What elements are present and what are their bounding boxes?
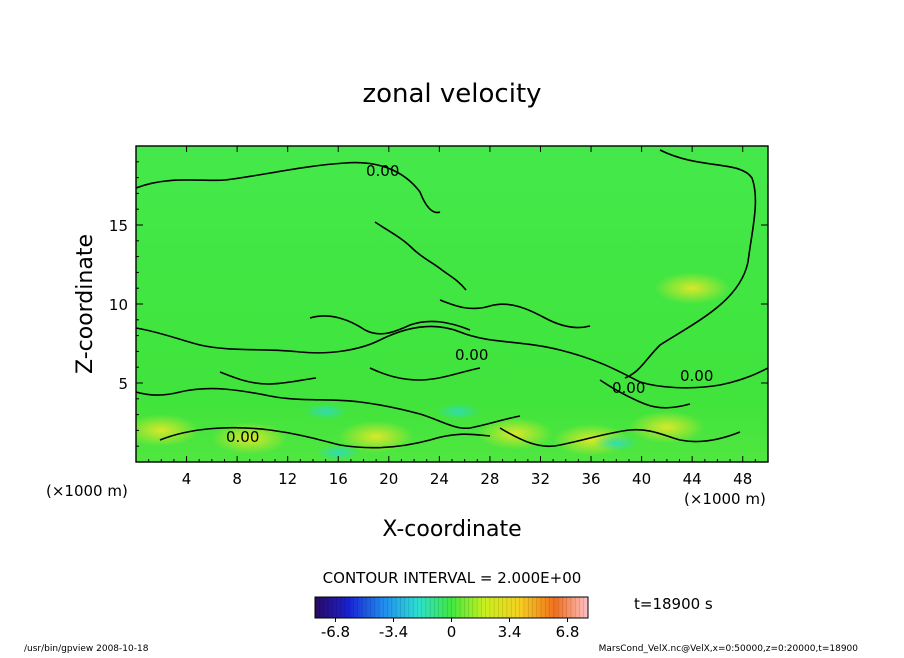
x-tick-label: 4 xyxy=(182,470,192,488)
y-tick-label: 15 xyxy=(109,217,128,235)
colorbar-tick-label: -6.8 xyxy=(321,623,350,641)
contour-lines xyxy=(136,149,768,449)
negative-patch xyxy=(594,435,639,452)
y-tick-label: 10 xyxy=(109,296,128,314)
colorbar-tick-label: -3.4 xyxy=(379,623,408,641)
time-label: t=18900 s xyxy=(634,595,713,613)
y-axis: 5 10 15 xyxy=(109,161,768,447)
negative-patch xyxy=(316,444,361,461)
negative-anomaly-patches xyxy=(303,403,639,461)
heatmap-field: 0.00 0.00 0.00 0.00 0.00 xyxy=(136,146,768,462)
contour-label: 0.00 xyxy=(455,346,488,364)
x-tick-label: 48 xyxy=(733,470,752,488)
chart-title: zonal velocity xyxy=(362,79,541,109)
colorbar-tick-label: 6.8 xyxy=(556,623,580,641)
contour-label: 0.00 xyxy=(612,379,645,397)
x-axis-title: X-coordinate xyxy=(382,517,521,542)
x-tick-label: 44 xyxy=(683,470,702,488)
positive-patch xyxy=(477,417,554,450)
x-units-right: (×1000 m) xyxy=(684,490,766,508)
x-tick-label: 40 xyxy=(632,470,651,488)
x-axis: 4 8 12 16 20 24 28 32 36 40 44 48 xyxy=(148,146,756,488)
x-tick-label: 12 xyxy=(278,470,297,488)
y-tick-label: 5 xyxy=(118,375,128,393)
negative-patch xyxy=(303,403,348,420)
x-tick-label: 36 xyxy=(581,470,600,488)
footer-left: /usr/bin/gpview 2008-10-18 xyxy=(24,644,149,654)
y-axis-title: Z-coordinate xyxy=(73,234,98,374)
positive-patch xyxy=(654,272,731,305)
footer-right: MarsCond_VelX.nc@VelX,x=0:50000,z=0:2000… xyxy=(599,644,859,654)
colorbar-ticks: -6.8 -3.4 0 3.4 6.8 xyxy=(321,618,580,641)
positive-patch xyxy=(628,411,705,444)
contour-interval-label: CONTOUR INTERVAL = 2.000E+00 xyxy=(323,569,582,587)
x-tick-label: 32 xyxy=(531,470,550,488)
x-tick-label: 20 xyxy=(379,470,398,488)
x-tick-label: 8 xyxy=(232,470,242,488)
contour-label: 0.00 xyxy=(226,428,259,446)
negative-patch xyxy=(436,403,481,420)
contour-labels: 0.00 0.00 0.00 0.00 0.00 xyxy=(226,162,713,446)
positive-patch xyxy=(338,420,415,453)
x-tick-label: 16 xyxy=(329,470,348,488)
contour-label: 0.00 xyxy=(366,162,399,180)
x-tick-label: 24 xyxy=(430,470,449,488)
positive-patch xyxy=(136,414,200,447)
x-tick-label: 28 xyxy=(480,470,499,488)
colorbar-tick-label: 3.4 xyxy=(498,623,522,641)
contour-label: 0.00 xyxy=(680,367,713,385)
colorbar-stripes xyxy=(318,597,585,618)
colorbar-tick-label: 0 xyxy=(447,623,457,641)
x-units-left: (×1000 m) xyxy=(46,482,128,500)
